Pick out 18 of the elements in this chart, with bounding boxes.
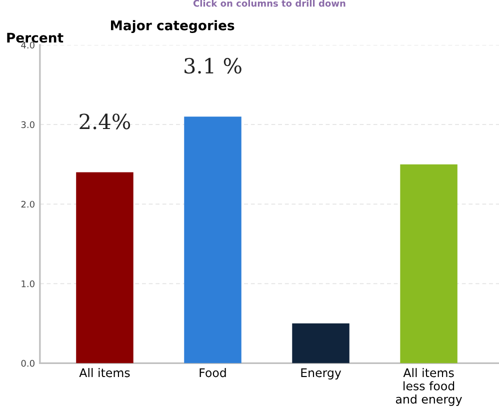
y-tick-label: 1.0 bbox=[22, 280, 34, 288]
y-tick-label: 0.0 bbox=[21, 360, 34, 367]
data-label: 2.4% bbox=[80, 114, 130, 130]
x-tick-label: Food bbox=[200, 368, 226, 378]
y-tick-label: 2.0 bbox=[21, 200, 34, 208]
text: Click on columns to drill down bbox=[193, 0, 346, 7]
bar bbox=[400, 164, 458, 364]
chart-title: Major categories bbox=[110, 20, 234, 34]
x-tick-label: All items bbox=[79, 368, 130, 378]
x-tick-label: Energy bbox=[301, 368, 342, 380]
y-axis-title: Percent bbox=[7, 32, 64, 43]
x-tick-label: All items less food and energy bbox=[396, 368, 462, 406]
y-tick-label: 4.0 bbox=[21, 42, 34, 49]
bar bbox=[184, 116, 242, 364]
bar bbox=[292, 323, 350, 364]
y-tick-label: 3.0 bbox=[21, 121, 34, 128]
data-label: 3.1 % bbox=[184, 58, 242, 74]
bar bbox=[76, 172, 134, 364]
